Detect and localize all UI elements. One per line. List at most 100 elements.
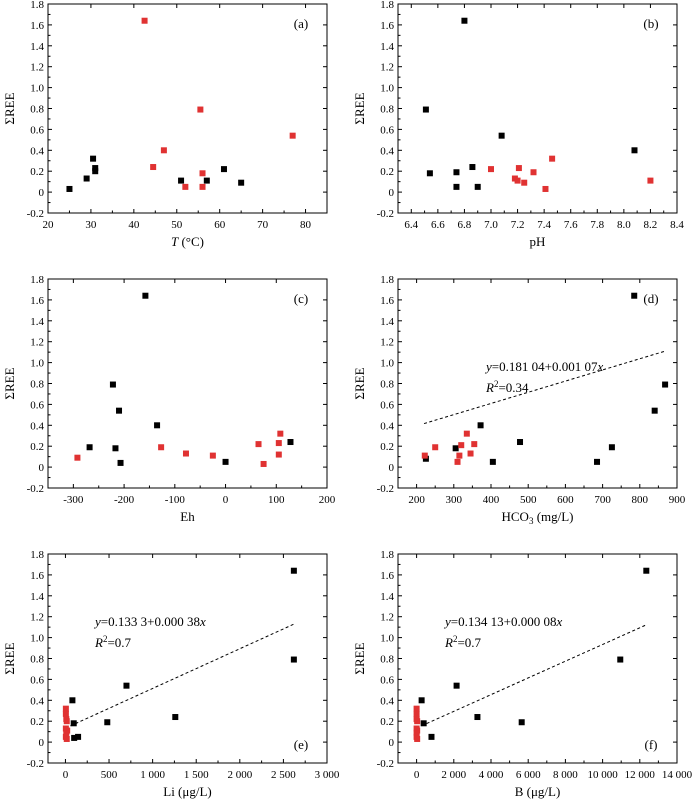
red-data-point	[255, 441, 262, 448]
red-data-point	[63, 718, 70, 725]
y-tick-label: 0	[389, 187, 395, 199]
red-data-point	[514, 177, 521, 184]
plot-frame	[397, 553, 678, 764]
y-tick-label: 1.2	[380, 62, 394, 74]
y-tick-label: 1.8	[30, 0, 44, 11]
black-data-point	[518, 719, 525, 726]
black-data-point	[594, 458, 601, 465]
y-tick-label: 0.2	[380, 166, 394, 178]
y-tick-label: 0.8	[380, 104, 394, 116]
y-tick-label: 0.6	[380, 674, 394, 686]
y-tick-label: 0.6	[380, 399, 394, 411]
red-data-point	[277, 430, 284, 437]
trend-line	[416, 624, 647, 729]
black-data-point	[453, 169, 460, 176]
y-tick-label: -0.2	[27, 483, 44, 495]
panel-letter: (d)	[643, 291, 658, 306]
black-data-point	[71, 734, 78, 741]
y-tick-label: 1.0	[380, 83, 394, 95]
x-tick-label: 3 000	[315, 769, 340, 781]
y-tick-label: 1.6	[380, 295, 394, 307]
black-data-point	[290, 656, 297, 663]
red-data-point	[199, 170, 206, 177]
y-tick-label: 0.4	[380, 420, 394, 432]
black-data-point	[426, 170, 433, 177]
x-tick-label: 200	[319, 494, 336, 506]
y-tick-label: 0.4	[30, 145, 44, 157]
black-data-point	[112, 445, 119, 452]
black-data-point	[83, 175, 90, 182]
plot-frame	[47, 3, 328, 214]
fit-equation: y=0.181 04+0.001 07x	[484, 359, 603, 374]
black-data-point	[461, 17, 468, 24]
red-data-point	[414, 735, 421, 742]
y-tick-label: 1.8	[380, 274, 394, 286]
x-tick-label: 7.8	[590, 219, 604, 231]
x-tick-label: 800	[632, 494, 649, 506]
x-axis-label: T (°C)	[171, 234, 204, 249]
x-tick-label: 8.4	[670, 219, 684, 231]
black-data-point	[86, 444, 93, 451]
x-tick-label: 7.4	[537, 219, 551, 231]
y-tick-label: 0	[39, 187, 45, 199]
x-tick-label: 6.4	[404, 219, 418, 231]
black-data-point	[104, 719, 111, 726]
y-tick-label: 1.2	[380, 337, 394, 349]
black-data-point	[643, 567, 650, 574]
black-data-point	[203, 177, 210, 184]
x-tick-label: 900	[669, 494, 686, 506]
x-axis-label: pH	[530, 234, 546, 249]
red-data-point	[63, 729, 70, 736]
black-data-point	[452, 445, 459, 452]
red-data-point	[647, 177, 654, 184]
black-data-point	[287, 439, 294, 446]
panel-e: -0.2 0 0.2 0.4 0.6 0.8 1.0 1.2 1.4 1.6 1.8 0 500 1 00…	[2, 549, 340, 799]
black-data-point	[172, 714, 179, 721]
black-data-point	[631, 292, 638, 299]
red-data-point	[471, 441, 478, 448]
black-data-point	[123, 682, 130, 689]
r-squared: R2=0.7	[94, 634, 132, 650]
black-data-point	[489, 458, 496, 465]
y-tick-label: 1.2	[30, 612, 44, 624]
y-tick-label: 0.8	[380, 654, 394, 666]
black-data-point	[142, 292, 149, 299]
y-tick-label: 0.6	[30, 399, 44, 411]
fit-equation: y=0.134 13+0.000 08x	[443, 614, 562, 629]
y-tick-label: 0.8	[30, 104, 44, 116]
red-data-point	[542, 185, 549, 192]
y-tick-label: 1.6	[30, 20, 44, 32]
red-data-point	[62, 710, 69, 717]
x-axis-label: B (μg/L)	[515, 784, 561, 799]
y-tick-label: 1.6	[380, 20, 394, 32]
black-data-point	[420, 720, 427, 727]
black-data-point	[92, 165, 99, 172]
red-data-point	[530, 169, 537, 176]
x-tick-label: 2 000	[441, 769, 466, 781]
red-data-point	[209, 452, 216, 459]
x-axis-label: HCO3 (mg/L)	[501, 509, 573, 526]
black-data-point	[222, 458, 229, 465]
y-tick-label: 0.4	[30, 420, 44, 432]
x-axis-label: Li (μg/L)	[163, 784, 211, 799]
x-tick-label: 6.6	[431, 219, 445, 231]
black-data-point	[290, 567, 297, 574]
fit-equation: y=0.133 3+0.000 38x	[93, 614, 206, 629]
black-data-point	[69, 697, 76, 704]
red-data-point	[150, 164, 157, 171]
r-squared: R2=0.34	[485, 379, 529, 395]
x-tick-label: 14 000	[662, 769, 693, 781]
black-data-point	[477, 422, 484, 429]
red-data-point	[454, 458, 461, 465]
plot-frame	[397, 278, 678, 489]
black-data-point	[662, 381, 669, 388]
black-data-point	[116, 407, 123, 414]
x-tick-label: 600	[557, 494, 574, 506]
red-data-point	[414, 718, 421, 725]
y-tick-label: 1.8	[380, 0, 394, 11]
red-data-point	[160, 147, 167, 154]
x-tick-label: 500	[520, 494, 537, 506]
x-tick-label: 0	[414, 769, 420, 781]
black-data-point	[75, 733, 82, 740]
